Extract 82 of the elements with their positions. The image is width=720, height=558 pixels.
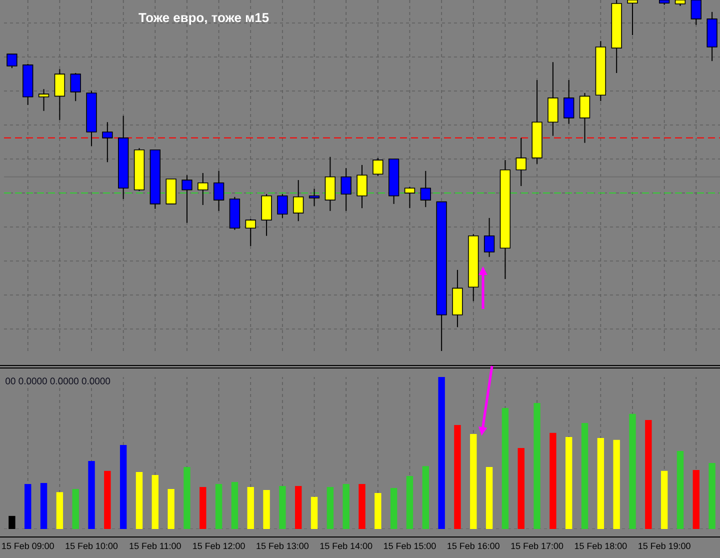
bar bbox=[645, 420, 652, 529]
candlestick bbox=[182, 174, 192, 224]
text: Тоже евро, тоже м15 bbox=[138, 13, 269, 25]
bar bbox=[24, 484, 32, 529]
x-tick-label: 15 Feb 18:00 bbox=[574, 542, 627, 550]
bar bbox=[310, 496, 318, 529]
bar bbox=[247, 487, 254, 529]
x-tick-label: 15 Feb 15:00 bbox=[384, 542, 436, 550]
bar bbox=[550, 432, 556, 529]
candlestick bbox=[198, 172, 208, 206]
x-tick-label: 15 Feb 12:00 bbox=[193, 542, 245, 550]
candlestick bbox=[54, 68, 66, 121]
candlestick bbox=[627, 0, 638, 36]
x-tick-label: 15 Feb 11:00 bbox=[130, 542, 181, 550]
bar bbox=[581, 423, 588, 529]
x-tick-label: 15 Feb 14:00 bbox=[320, 542, 372, 550]
candlestick bbox=[340, 168, 352, 212]
x-tick-label: 15 Feb 16:00 bbox=[448, 542, 500, 550]
x-tick-label: 15 Feb 17:00 bbox=[511, 542, 564, 550]
candlestick bbox=[308, 188, 320, 207]
bar bbox=[56, 492, 64, 529]
bar bbox=[406, 476, 414, 529]
x-tick-label: 15 Feb 10:00 bbox=[66, 542, 118, 550]
bar bbox=[502, 408, 509, 529]
bar bbox=[342, 484, 350, 529]
bar bbox=[518, 448, 524, 529]
bar bbox=[629, 414, 636, 529]
bar bbox=[40, 482, 48, 529]
candlestick bbox=[356, 164, 368, 209]
bar bbox=[120, 444, 127, 529]
x-tick-label: 15 Feb 09:00 bbox=[2, 542, 54, 550]
candlestick bbox=[293, 180, 304, 222]
candlestick bbox=[484, 217, 495, 258]
x-tick-label: 15 Feb 19:00 bbox=[638, 542, 690, 550]
candlestick bbox=[213, 170, 224, 212]
x-tick-label: 15 Feb 13:00 bbox=[256, 542, 309, 550]
bar bbox=[390, 488, 398, 529]
bar bbox=[231, 482, 238, 529]
candlestick bbox=[324, 156, 336, 212]
bar bbox=[534, 402, 540, 529]
bar bbox=[454, 425, 461, 529]
bar bbox=[184, 466, 190, 529]
candlestick bbox=[102, 122, 113, 163]
candlestick bbox=[70, 72, 81, 102]
candlestick bbox=[564, 80, 574, 124]
candlestick bbox=[245, 218, 256, 247]
bar bbox=[295, 486, 302, 529]
bar bbox=[326, 487, 334, 529]
candlestick bbox=[277, 194, 288, 218]
bar bbox=[422, 466, 429, 529]
bar bbox=[168, 489, 174, 529]
annotation: 00 0.0000 0.0000 0.0000 bbox=[6, 378, 110, 384]
bar bbox=[358, 484, 366, 529]
bar bbox=[486, 466, 493, 529]
bar bbox=[470, 434, 477, 529]
bar bbox=[152, 475, 159, 529]
bar bbox=[597, 438, 604, 529]
candlestick bbox=[690, 0, 702, 26]
candlestick bbox=[579, 92, 590, 144]
candlestick bbox=[372, 157, 384, 176]
bar bbox=[660, 470, 668, 529]
candlestick bbox=[516, 137, 526, 187]
candlestick bbox=[6, 54, 18, 69]
bar bbox=[438, 377, 445, 529]
bar bbox=[566, 437, 572, 529]
bar bbox=[215, 484, 222, 529]
bar bbox=[263, 490, 270, 529]
bar bbox=[88, 461, 95, 529]
bar bbox=[692, 470, 700, 529]
bar bbox=[374, 492, 382, 529]
bar bbox=[279, 486, 286, 529]
candlestick bbox=[404, 186, 416, 209]
bar bbox=[104, 470, 111, 529]
bar bbox=[676, 451, 684, 529]
bar bbox=[613, 440, 620, 529]
bar bbox=[708, 463, 716, 529]
candlestick bbox=[38, 88, 50, 112]
bar bbox=[200, 487, 206, 529]
candlestick bbox=[420, 170, 431, 208]
bar bbox=[72, 489, 79, 529]
bar bbox=[136, 472, 143, 529]
bar bbox=[8, 516, 16, 529]
